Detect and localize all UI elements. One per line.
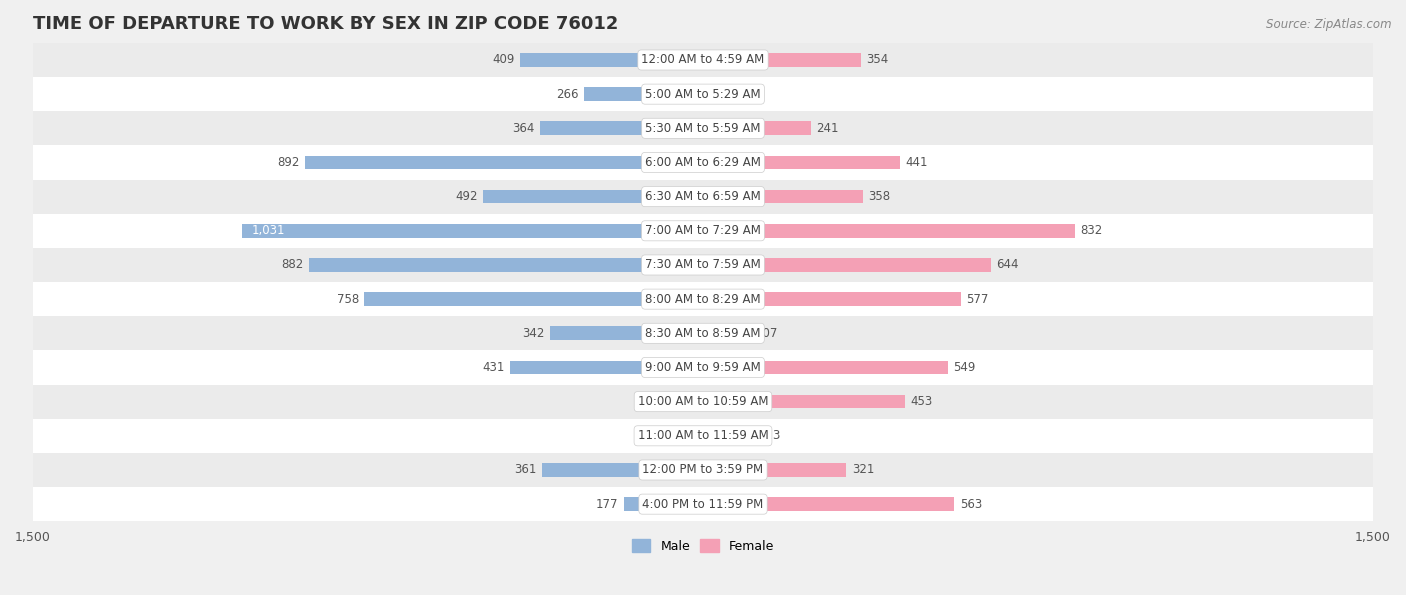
Bar [32,316,1374,350]
Text: 58: 58 [657,430,672,442]
Bar [703,327,751,340]
Text: 364: 364 [513,122,536,135]
Text: 241: 241 [815,122,838,135]
Text: 7:00 AM to 7:29 AM: 7:00 AM to 7:29 AM [645,224,761,237]
Text: 354: 354 [866,54,889,67]
Text: 321: 321 [852,464,875,477]
Text: 361: 361 [515,464,536,477]
Text: 8:30 AM to 8:59 AM: 8:30 AM to 8:59 AM [645,327,761,340]
Text: 453: 453 [911,395,934,408]
Text: 832: 832 [1080,224,1102,237]
Bar [32,111,1374,145]
Bar [540,121,703,135]
Text: 882: 882 [281,258,304,271]
Bar [364,292,703,306]
Text: 5:30 AM to 5:59 AM: 5:30 AM to 5:59 AM [645,122,761,135]
Bar [703,395,905,409]
Text: 409: 409 [492,54,515,67]
Text: 4:00 PM to 11:59 PM: 4:00 PM to 11:59 PM [643,497,763,511]
Bar [32,214,1374,248]
Text: 7:30 AM to 7:59 AM: 7:30 AM to 7:59 AM [645,258,761,271]
Bar [32,248,1374,282]
Text: 441: 441 [905,156,928,169]
Text: 644: 644 [995,258,1018,271]
Text: 113: 113 [759,430,782,442]
Text: 11:00 AM to 11:59 AM: 11:00 AM to 11:59 AM [638,430,768,442]
Bar [541,463,703,477]
Text: 266: 266 [557,87,579,101]
Bar [242,224,703,237]
Text: 12:00 AM to 4:59 AM: 12:00 AM to 4:59 AM [641,54,765,67]
Text: 10:00 AM to 10:59 AM: 10:00 AM to 10:59 AM [638,395,768,408]
Bar [703,258,991,272]
Bar [703,190,863,203]
Bar [32,145,1374,180]
Bar [510,361,703,374]
Bar [624,497,703,511]
Bar [309,258,703,272]
Text: 577: 577 [966,293,988,306]
Bar [32,350,1374,384]
Text: 358: 358 [869,190,890,203]
Text: 1,031: 1,031 [252,224,285,237]
Bar [32,282,1374,316]
Text: 8:00 AM to 8:29 AM: 8:00 AM to 8:29 AM [645,293,761,306]
Bar [305,156,703,170]
Bar [484,190,703,203]
Bar [703,53,860,67]
Legend: Male, Female: Male, Female [627,534,779,558]
Bar [32,43,1374,77]
Bar [703,361,948,374]
Bar [32,180,1374,214]
Text: 342: 342 [523,327,546,340]
Text: 12:00 PM to 3:59 PM: 12:00 PM to 3:59 PM [643,464,763,477]
Text: 5:00 AM to 5:29 AM: 5:00 AM to 5:29 AM [645,87,761,101]
Bar [703,497,955,511]
Bar [520,53,703,67]
Bar [32,453,1374,487]
Bar [703,121,811,135]
Text: 492: 492 [456,190,478,203]
Bar [703,224,1074,237]
Text: 63: 63 [655,395,669,408]
Text: 758: 758 [337,293,359,306]
Text: 563: 563 [960,497,983,511]
Bar [32,419,1374,453]
Text: 431: 431 [482,361,505,374]
Bar [32,487,1374,521]
Text: 892: 892 [277,156,299,169]
Bar [550,327,703,340]
Bar [678,429,703,443]
Text: 549: 549 [953,361,976,374]
Text: 107: 107 [756,327,779,340]
Bar [583,87,703,101]
Bar [703,463,846,477]
Bar [703,429,754,443]
Bar [703,156,900,170]
Bar [703,292,960,306]
Bar [32,77,1374,111]
Text: TIME OF DEPARTURE TO WORK BY SEX IN ZIP CODE 76012: TIME OF DEPARTURE TO WORK BY SEX IN ZIP … [32,15,619,33]
Bar [703,87,724,101]
Text: Source: ZipAtlas.com: Source: ZipAtlas.com [1267,18,1392,31]
Bar [32,384,1374,419]
Text: 9:00 AM to 9:59 AM: 9:00 AM to 9:59 AM [645,361,761,374]
Text: 48: 48 [730,87,745,101]
Text: 177: 177 [596,497,619,511]
Text: 6:30 AM to 6:59 AM: 6:30 AM to 6:59 AM [645,190,761,203]
Text: 6:00 AM to 6:29 AM: 6:00 AM to 6:29 AM [645,156,761,169]
Bar [675,395,703,409]
